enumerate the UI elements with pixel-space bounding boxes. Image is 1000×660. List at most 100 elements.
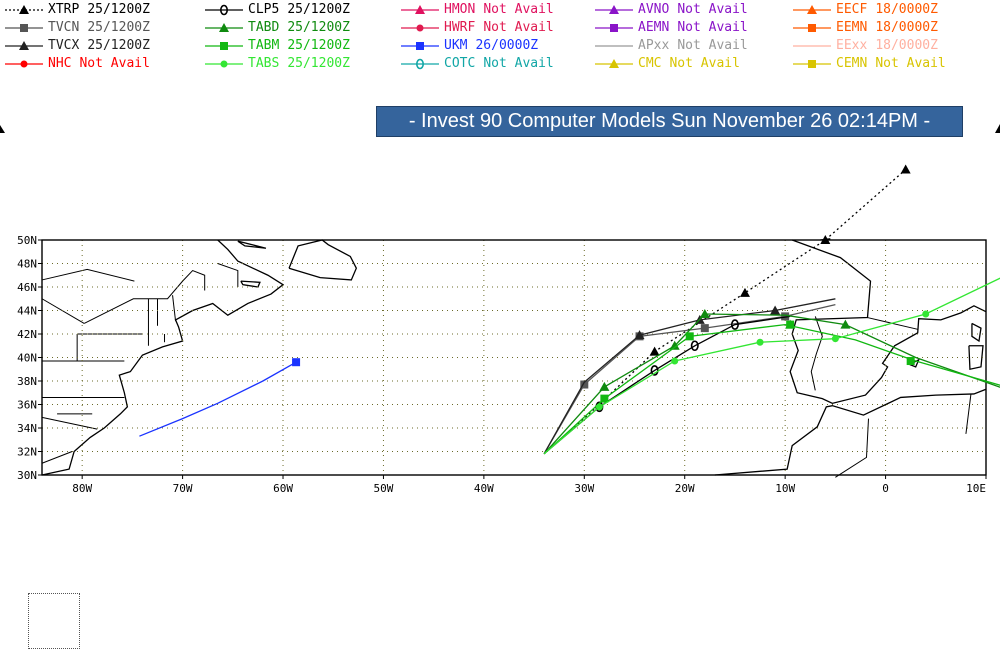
lon-tick-label: 30W xyxy=(574,482,594,495)
track-marker xyxy=(840,319,851,329)
legend-marker-icon xyxy=(415,4,425,14)
legend-model-name: TVCX xyxy=(48,38,80,53)
legend-model-name: AEMN xyxy=(638,20,670,35)
track-marker xyxy=(690,340,699,352)
track-line xyxy=(543,169,907,455)
legend-model-time: 18/0000Z xyxy=(875,38,938,53)
legend-marker-icon xyxy=(20,60,28,67)
legend-swatch-icon xyxy=(401,4,439,14)
legend-model-time: 18/0000Z xyxy=(875,20,938,35)
track-line xyxy=(139,361,297,437)
legend-model-time: Not Avail xyxy=(669,56,740,71)
legend-swatch-icon xyxy=(595,44,633,47)
political-border xyxy=(835,418,870,478)
legend-model-name: COTC xyxy=(444,56,476,71)
track-line xyxy=(543,277,1000,455)
legend-marker-icon xyxy=(220,60,228,67)
legend-item-aemn: AEMN Not Avail xyxy=(592,19,748,36)
track-marker xyxy=(739,287,750,297)
legend-model-name: CLP5 xyxy=(248,2,280,17)
legend-swatch-icon xyxy=(793,44,831,47)
track-marker xyxy=(650,365,659,376)
lat-tick-label: 32N xyxy=(17,446,37,459)
legend-model-time: 25/1200Z xyxy=(87,2,150,17)
lat-tick-label: 30N xyxy=(17,469,37,482)
legend-model-name: XTRP xyxy=(48,2,80,17)
track-marker xyxy=(831,335,839,343)
track-marker xyxy=(699,309,710,319)
map-frame xyxy=(41,239,987,476)
legend-item-hwrf: HWRF Not Avail xyxy=(398,19,554,36)
lat-tick-label: 40N xyxy=(17,352,37,365)
legend-item-tabs: TABS 25/1200Z xyxy=(202,55,350,72)
page-title: - Invest 90 Computer Models Sun November… xyxy=(376,106,963,137)
coastline xyxy=(971,322,982,343)
legend-swatch-icon xyxy=(595,23,633,32)
track-marker xyxy=(770,305,781,315)
legend-model-name: NHC xyxy=(48,56,72,71)
track-tabm xyxy=(543,320,1000,455)
lon-tick-label: 0 xyxy=(882,482,889,495)
track-line xyxy=(543,298,836,455)
coastline xyxy=(237,240,267,249)
legend-marker-icon xyxy=(808,23,816,32)
track-line xyxy=(543,303,836,455)
track-marker xyxy=(600,394,609,403)
scale-box xyxy=(28,593,80,649)
coastline xyxy=(41,239,285,476)
legend-swatch-icon xyxy=(401,24,439,31)
legend-model-name: UKM xyxy=(444,38,468,53)
legend-model-time: Not Avail xyxy=(677,20,748,35)
legend-swatch-icon xyxy=(793,4,831,14)
legend-model-time: Not Avail xyxy=(677,38,748,53)
track-line xyxy=(543,313,1000,455)
legend-item-clp5: CLP5 25/1200Z xyxy=(202,1,350,18)
legend-item-tabm: TABM 25/1200Z xyxy=(202,37,350,54)
model-legend: XTRP 25/1200Z TVCN 25/1200Z TVCX 25/1200Z NHC N… xyxy=(0,0,1000,74)
lon-tick-label: 10E xyxy=(966,482,986,495)
legend-model-time: 25/1200Z xyxy=(287,20,350,35)
legend-item-tvcn: TVCN 25/1200Z xyxy=(2,19,150,36)
lon-tick-label: 60W xyxy=(273,482,293,495)
legend-item-hmon: HMON Not Avail xyxy=(398,1,554,18)
legend-model-time: 25/1200Z xyxy=(87,20,150,35)
legend-marker-icon xyxy=(416,24,424,31)
axis-ticks: 30N 32N 34N 36N 38N 40N 42N 44N 46N 48N 50N 80W 70W 6… xyxy=(17,234,987,495)
legend-marker-icon xyxy=(220,41,228,50)
legend-model-time: Not Avail xyxy=(875,56,946,71)
political-border xyxy=(83,269,206,324)
legend-model-time: 25/1200Z xyxy=(87,38,150,53)
legend-model-time: Not Avail xyxy=(483,2,554,17)
political-border xyxy=(41,268,135,282)
coastline xyxy=(714,388,987,476)
legend-model-name: TABD xyxy=(248,20,280,35)
legend-item-eexx: EExx 18/0000Z xyxy=(790,37,938,54)
coastline xyxy=(968,345,984,371)
legend-model-name: APxx xyxy=(638,38,670,53)
legend-item-eemn: EEMN 18/0000Z xyxy=(790,19,938,36)
track-marker xyxy=(786,320,795,329)
legend-marker-icon xyxy=(609,4,619,14)
legend-model-name: EExx xyxy=(836,38,868,53)
legend-item-cotc: COTC Not Avail xyxy=(398,55,554,72)
political-border xyxy=(41,416,98,430)
legend-swatch-icon xyxy=(401,41,439,50)
track-tvcx xyxy=(543,298,836,455)
track-marker xyxy=(781,312,790,321)
coastline xyxy=(288,239,358,281)
legend-item-ukm: UKM 26/0000Z xyxy=(398,37,538,54)
legend-marker-icon xyxy=(20,23,28,32)
legend-swatch-icon xyxy=(595,4,633,14)
lat-tick-label: 36N xyxy=(17,399,37,412)
legend-item-tvcx: TVCX 25/1200Z xyxy=(2,37,150,54)
legend-model-time: Not Avail xyxy=(483,56,554,71)
lon-tick-label: 80W xyxy=(72,482,92,495)
corner-arrow-right-icon xyxy=(995,124,1000,133)
legend-marker-icon xyxy=(19,4,29,14)
track-ukm xyxy=(139,358,301,437)
track-marker xyxy=(634,330,645,340)
lat-tick-label: 50N xyxy=(17,234,37,247)
track-tabs xyxy=(543,277,1000,455)
track-marker xyxy=(756,338,764,346)
political-border xyxy=(217,263,239,287)
